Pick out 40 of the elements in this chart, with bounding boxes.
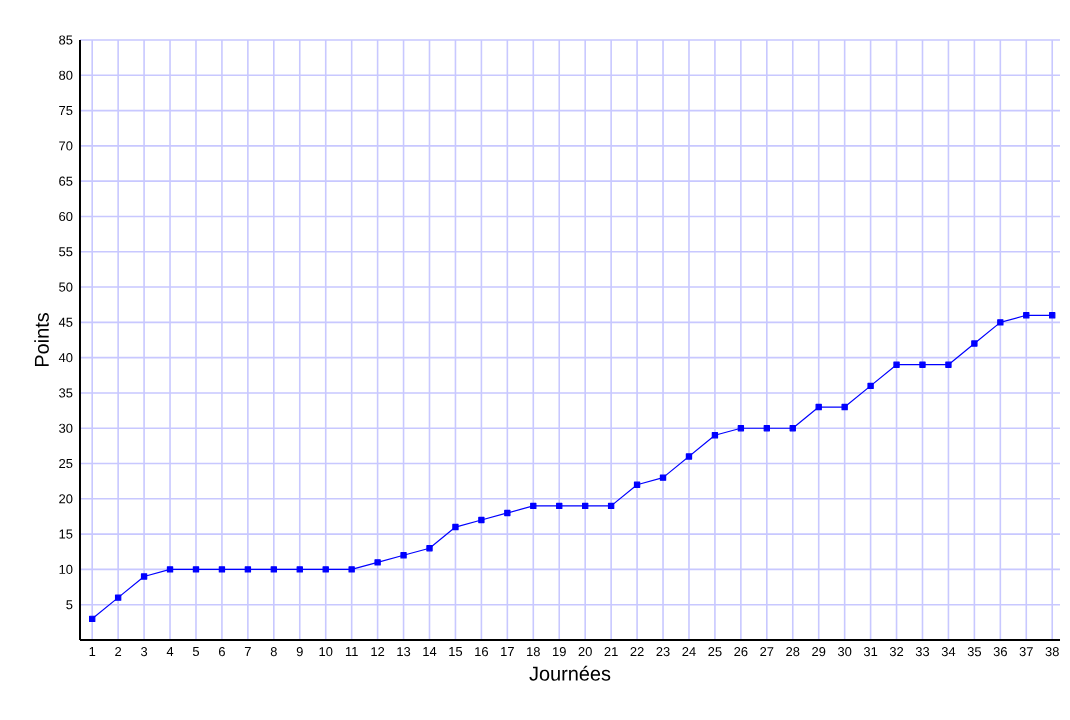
point — [945, 361, 952, 368]
point — [841, 403, 848, 411]
point — [478, 516, 485, 524]
point — [789, 425, 796, 432]
point — [919, 361, 926, 368]
point — [166, 566, 174, 573]
point — [607, 502, 615, 510]
point — [581, 502, 589, 510]
x-axis-title: Journées — [529, 665, 611, 681]
point — [763, 425, 770, 432]
point — [348, 566, 355, 573]
point — [711, 432, 719, 439]
point — [1023, 312, 1030, 319]
point — [89, 615, 96, 623]
point — [530, 502, 537, 510]
point — [400, 552, 407, 559]
point — [971, 340, 978, 347]
point — [1049, 312, 1056, 319]
y-axis-title: Points — [34, 313, 49, 367]
point — [867, 382, 874, 390]
point — [114, 594, 122, 601]
point — [452, 523, 459, 531]
point — [296, 566, 303, 573]
point — [322, 566, 329, 573]
point — [192, 566, 200, 573]
point — [997, 319, 1004, 326]
point — [893, 361, 900, 368]
point — [685, 453, 693, 460]
point — [737, 425, 745, 432]
point — [244, 566, 252, 573]
point — [659, 474, 667, 481]
point — [815, 403, 822, 411]
point — [374, 559, 381, 566]
point — [633, 481, 641, 488]
point — [270, 566, 278, 573]
point — [556, 502, 563, 510]
point — [140, 573, 148, 580]
point — [218, 566, 226, 573]
point — [504, 509, 511, 517]
point — [426, 545, 433, 552]
